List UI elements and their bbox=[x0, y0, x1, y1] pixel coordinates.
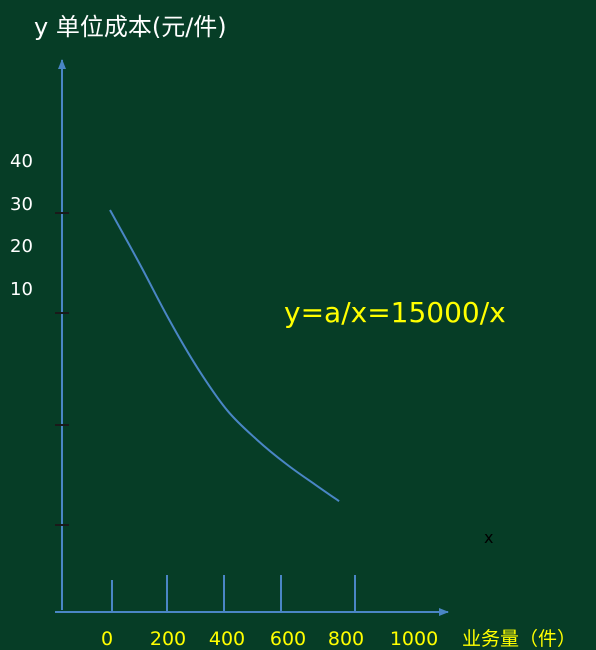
y-tick-label: 20 bbox=[10, 236, 33, 257]
y-tick-label: 30 bbox=[10, 194, 33, 215]
chart-title: y 单位成本(元/件) bbox=[34, 13, 227, 41]
x-tick-label: 0 bbox=[101, 628, 113, 650]
x-tick-label: 400 bbox=[209, 628, 245, 650]
series-line-cost-curve bbox=[109, 209, 340, 503]
x-tick-label: 600 bbox=[270, 628, 306, 650]
y-tick-label: 40 bbox=[10, 151, 33, 172]
y-tick-label: 10 bbox=[10, 279, 33, 300]
y-tick-marks bbox=[55, 212, 69, 526]
x-tick-label: 200 bbox=[150, 628, 186, 650]
x-marker-label: x bbox=[484, 528, 493, 547]
x-axis-title: 业务量（件） bbox=[462, 628, 576, 650]
x-tick-lines bbox=[111, 575, 356, 612]
x-tick-label: 800 bbox=[328, 628, 364, 650]
formula-annotation: y=a/x=15000/x bbox=[284, 296, 506, 329]
x-tick-label: 1000 bbox=[390, 628, 438, 650]
y-tick-labels: 40 30 20 10 bbox=[10, 151, 33, 300]
x-tick-labels: 0 200 400 600 800 1000 bbox=[101, 628, 438, 650]
